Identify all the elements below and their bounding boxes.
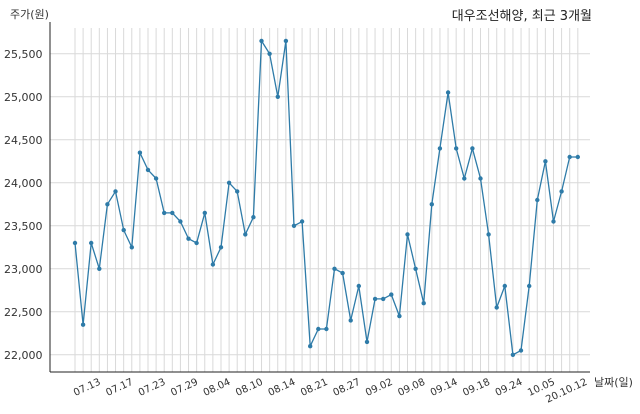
data-point: [299, 219, 305, 224]
x-tick-labels: 07.13 07.17 07.23 07.29 08.04 08.10 08.14 08.21…: [72, 377, 589, 406]
data-point: [210, 262, 216, 267]
x-tick-label: 08.14: [267, 377, 298, 399]
data-point: [89, 240, 94, 246]
data-point: [551, 219, 556, 224]
data-point: [389, 292, 394, 297]
data-point: [218, 245, 224, 250]
data-point: [275, 94, 280, 100]
data-point: [405, 232, 410, 237]
data-point: [251, 215, 256, 220]
data-point: [153, 176, 159, 181]
data-point: [129, 245, 134, 250]
data-point: [121, 227, 126, 233]
data-point: [445, 90, 451, 95]
data-point: [356, 283, 361, 289]
data-point: [97, 266, 102, 271]
data-point: [178, 219, 183, 224]
x-tick-label: 07.13: [72, 377, 103, 399]
data-point: [186, 236, 191, 241]
data-point: [381, 296, 386, 302]
data-point: [259, 38, 264, 44]
data-point: [510, 352, 516, 357]
x-tick-label: 08.27: [332, 377, 363, 399]
y-tick-label: 25,500: [4, 48, 43, 61]
data-point: [478, 176, 483, 181]
x-tick-label: 09.02: [364, 377, 395, 399]
data-point: [267, 51, 272, 56]
x-tick-label: 08.21: [299, 377, 330, 399]
data-point: [243, 232, 248, 237]
data-point: [235, 189, 240, 194]
x-tick-label: 09.24: [494, 377, 525, 399]
y-tick-label: 23,000: [4, 263, 43, 276]
data-point: [291, 223, 297, 228]
data-point: [502, 283, 507, 289]
data-point: [421, 301, 426, 306]
data-point: [413, 266, 418, 271]
data-point: [543, 159, 548, 164]
data-point: [518, 348, 524, 353]
data-point: [462, 176, 467, 181]
y-tick-label: 22,000: [4, 349, 43, 362]
data-point: [372, 296, 378, 302]
data-point: [340, 270, 345, 276]
data-point: [437, 146, 443, 151]
y-tick-label: 24,000: [4, 177, 43, 190]
data-point: [308, 344, 313, 349]
data-point: [202, 210, 207, 216]
data-point: [527, 283, 532, 289]
data-point: [72, 240, 78, 246]
data-point: [137, 150, 143, 155]
data-point: [559, 189, 564, 194]
price-series: [72, 38, 580, 357]
data-point: [324, 326, 329, 332]
data-point: [332, 266, 337, 271]
data-point: [145, 167, 151, 173]
data-point: [283, 38, 289, 44]
y-tick-labels: 22,000 22,500 23,000 23,500 24,000 24,500 25,0…: [4, 48, 43, 362]
data-point: [105, 202, 110, 207]
data-point: [470, 146, 475, 151]
data-point: [486, 232, 491, 237]
data-point: [567, 154, 572, 160]
x-tick-label: 08.04: [202, 377, 233, 399]
data-point: [162, 210, 167, 216]
x-axis-title: 날짜(일): [594, 375, 633, 389]
x-tick-label: 08.10: [234, 377, 265, 399]
y-tick-label: 25,000: [4, 91, 43, 104]
data-point: [535, 197, 540, 203]
data-point: [194, 240, 199, 246]
y-axis-title: 주가(원): [10, 8, 49, 21]
data-point: [80, 322, 86, 327]
data-point: [170, 210, 175, 216]
data-point: [113, 189, 118, 194]
axes: [49, 22, 590, 373]
x-tick-label: 07.29: [169, 377, 200, 399]
data-point: [494, 305, 499, 310]
data-point: [348, 318, 353, 323]
x-tick-label: 09.14: [429, 377, 460, 399]
y-tick-label: 23,500: [4, 220, 43, 233]
y-tick-label: 24,500: [4, 134, 43, 147]
data-point: [454, 146, 459, 151]
data-point: [575, 154, 580, 160]
data-point: [429, 202, 434, 207]
x-tick-label: 09.08: [396, 377, 427, 399]
data-point: [316, 326, 321, 332]
x-tick-label: 07.17: [104, 377, 135, 399]
x-tick-label: 09.18: [461, 377, 492, 399]
data-point: [397, 313, 402, 319]
y-tick-label: 22,500: [4, 306, 43, 319]
data-point: [364, 339, 370, 345]
chart-title: 대우조선해양, 최근 3개월: [452, 9, 592, 24]
gridlines: [50, 28, 590, 372]
data-point: [226, 180, 232, 185]
x-tick-label: 07.23: [137, 377, 168, 399]
